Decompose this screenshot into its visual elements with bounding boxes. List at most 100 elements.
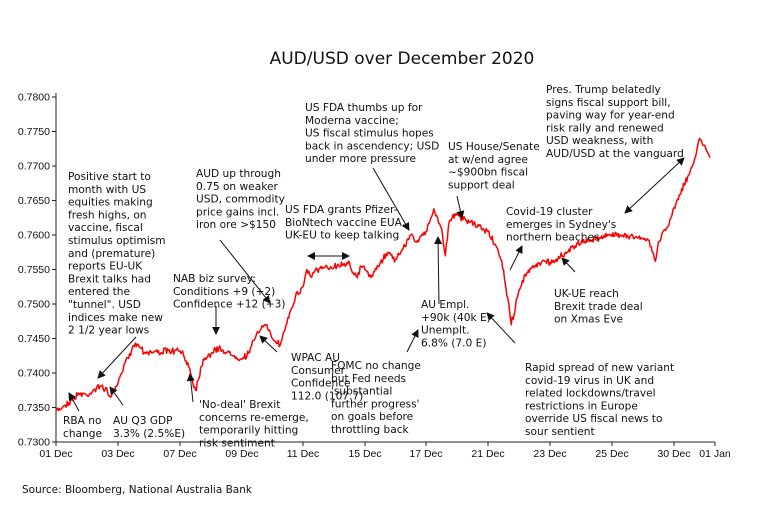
annotation-line: vaccine, fiscal (68, 222, 143, 234)
annotation-arrow (259, 335, 278, 353)
annotation-text: UK-UE reach Brexit trade deal on Xmas Eve (554, 288, 643, 326)
annotation-line: 'substantial (331, 386, 392, 398)
x-tick-label: 25 Dec (595, 448, 628, 460)
annotation-line: USD weakness, with (546, 135, 653, 147)
annotation-line: AU Q3 GDP (113, 415, 173, 427)
series-line-layer (55, 137, 711, 412)
annotation-text: Positive start to month with US equities m… (68, 171, 166, 337)
annotation-line: WPAC AU (291, 352, 340, 364)
annotation-line: NAB biz survey: (173, 273, 256, 285)
annotation-line: UK-EU to keep talking (285, 230, 399, 242)
annotation-line: "tunnel". USD (68, 299, 141, 311)
annotation-line: USD, commodity (196, 194, 285, 206)
annotation-text: US FDA grants Pfizer-BioNtech vaccine EU… (285, 204, 405, 242)
annotation-line: temporarily hitting (199, 425, 298, 437)
y-tick-label: 0.7600 (18, 230, 50, 242)
annotation-line: AU Empl. (421, 299, 469, 311)
annotation-text: Covid-19 cluster emerges in Sydney's north… (506, 206, 616, 244)
annotation-line: Covid-19 cluster (506, 206, 593, 218)
annotation-line: US House/Senate (448, 141, 540, 153)
annotation-line: AUD/USD at the vanguard (546, 148, 684, 160)
annotation-arrow (561, 257, 576, 273)
annotation-line: Pres. Trump belatedly (546, 84, 661, 96)
y-tick-label: 0.7500 (18, 299, 50, 311)
series-line (55, 137, 711, 412)
annotation-line: stimulus optimism (68, 235, 166, 247)
annotation-text: RBA no change (63, 415, 102, 440)
x-tick-label: 03 Dec (101, 448, 134, 460)
x-tick-label: 01 Jan (699, 448, 731, 460)
annotation-line: further progress' (331, 398, 420, 410)
annotation-line: override US fiscal news to (525, 413, 662, 425)
annotation-line: ~$900bn fiscal (448, 167, 528, 179)
x-tick-label: 07 Dec (163, 448, 196, 460)
annotation-line: 3.3% (2.5%E) (113, 428, 185, 440)
annotation-text: Pres. Trump belatedly signs fiscal suppor… (546, 84, 684, 160)
annotation-line: AUD up through (196, 168, 281, 180)
annotation-text: US House/Senate at w/end agree ~$900bn fis… (448, 141, 540, 191)
annotation-line: 112.0 (107.7) (291, 390, 363, 402)
x-tick-label: 21 Dec (471, 448, 504, 460)
annotation-line: and (premature) (68, 248, 155, 260)
annotation-arrow (97, 336, 137, 379)
y-tick-label: 0.7450 (18, 333, 50, 345)
y-tick-label: 0.7550 (18, 264, 50, 276)
annotation-line: BioNtech vaccine EUA; (285, 217, 405, 229)
annotation-text: 'No-deal' Brexit concerns re-emerge, tempo… (199, 399, 309, 449)
annotation-line: equities making (68, 197, 153, 209)
annotation-line: indices make new (68, 312, 163, 324)
annotation-line: at w/end agree (448, 154, 528, 166)
annotation-arrow (109, 386, 124, 406)
annotation-line: risk rally and renewed (546, 122, 664, 134)
x-tick-label: 15 Dec (348, 448, 381, 460)
x-tick-label: 09 Dec (225, 448, 258, 460)
annotation-line: but Fed needs (331, 373, 406, 385)
annotation-line: price gains incl. (196, 206, 279, 218)
annotation-line: Brexit trade deal (554, 301, 643, 313)
annotation-line: paving way for year-end (546, 110, 675, 122)
annotation-arrow (456, 195, 465, 219)
annotation-layer: AUD up through 0.75 on weaker USD, commodi… (63, 84, 684, 449)
x-tick-label: 01 Dec (39, 448, 72, 460)
y-tick-label: 0.7350 (18, 402, 50, 414)
annotation-line: RBA no (63, 415, 101, 427)
annotation-arrow (406, 329, 419, 353)
x-tick-label: 23 Dec (533, 448, 566, 460)
y-tick-label: 0.7800 (18, 92, 50, 104)
y-tick-label: 0.7300 (18, 437, 50, 449)
annotation-line: iron ore >$150 (196, 219, 276, 231)
chart-title: AUD/USD over December 2020 (270, 49, 535, 69)
annotation-line: US FDA thumbs up for (305, 102, 423, 114)
annotation-arrow (434, 236, 443, 305)
annotation-line: 'No-deal' Brexit (199, 399, 280, 411)
annotation-line: 2 1/2 year lows (68, 325, 149, 337)
annotation-line: month with US (68, 184, 146, 196)
annotation-line: on Xmas Eve (554, 314, 623, 326)
annotation-line: Consumer (291, 365, 346, 377)
annotation-text: AU Empl. +90k (40k E) Unemplt. 6.8% (7.0 E) (421, 299, 491, 349)
annotation-arrow (372, 167, 410, 231)
annotation-arrow (186, 373, 195, 403)
annotation-arrow (68, 392, 80, 412)
annotation-line: support deal (448, 179, 515, 191)
annotation-line: reports EU-UK (68, 261, 143, 273)
y-tick-label: 0.7400 (18, 368, 50, 380)
annotation-text: AUD up through 0.75 on weaker USD, commodi… (196, 168, 285, 231)
annotation-line: Confidence +12 (+3) (173, 299, 286, 311)
annotation-text: FOMC no change but Fed needs'substantial f… (331, 360, 421, 436)
annotation-line: under more pressure (305, 153, 416, 165)
annotation-arrow (624, 157, 685, 214)
annotation-line: risk sentiment (199, 437, 275, 449)
annotation-line: 0.75 on weaker (196, 181, 278, 193)
x-tick-label: 17 Dec (409, 448, 442, 460)
annotation-arrows (68, 157, 685, 412)
y-tick-label: 0.7700 (18, 161, 50, 173)
annotation-line: fresh highs, on (68, 209, 147, 221)
annotation-line: northern beaches (506, 232, 600, 244)
y-axis: 0.7300 0.7350 0.7400 0.7450 0.7500 0.7550 0.76… (18, 92, 57, 449)
annotation-line: entered the (68, 286, 130, 298)
x-tick-label: 30 Dec (657, 448, 690, 460)
annotation-arrow (486, 312, 516, 344)
annotation-line: US FDA grants Pfizer- (285, 204, 398, 216)
